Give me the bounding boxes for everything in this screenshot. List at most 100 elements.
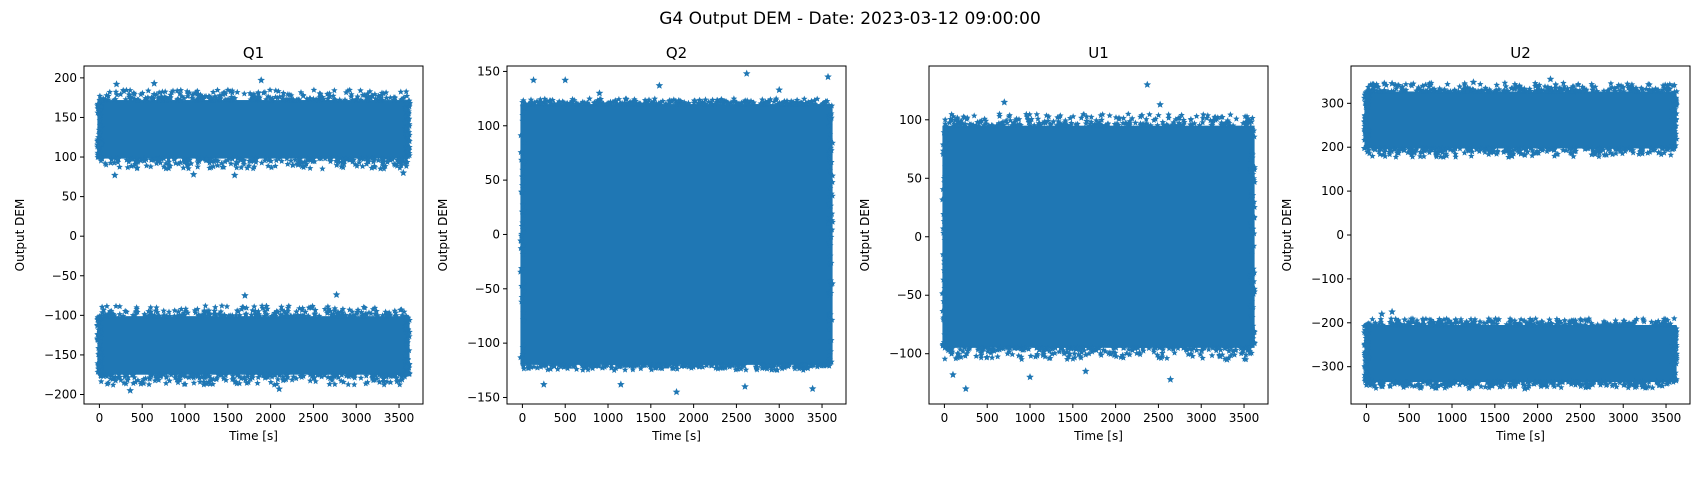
point: [639, 361, 646, 368]
point: [1193, 346, 1201, 353]
point: [1550, 146, 1558, 153]
point: [1373, 87, 1381, 94]
point: [651, 95, 658, 102]
point: [1490, 145, 1497, 152]
point: [315, 312, 323, 319]
point: [1539, 146, 1546, 153]
point: [157, 159, 164, 166]
point: [1578, 317, 1585, 324]
point: [1033, 344, 1040, 351]
point: [332, 290, 341, 298]
point: [714, 365, 722, 372]
point: [364, 379, 371, 386]
point: [971, 112, 978, 119]
point: [1469, 86, 1476, 93]
point: [1639, 383, 1646, 390]
point: [94, 102, 101, 109]
point: [353, 162, 361, 169]
point: [189, 91, 196, 98]
point: [1419, 145, 1426, 152]
point: [1672, 100, 1680, 107]
point: [358, 308, 365, 315]
point: [169, 87, 177, 94]
point: [1461, 80, 1468, 87]
point: [948, 116, 955, 123]
point: [1654, 321, 1661, 328]
point: [631, 100, 638, 107]
point: [378, 372, 385, 379]
point: [212, 303, 219, 311]
point: [826, 114, 833, 121]
point: [681, 361, 689, 368]
point: [1054, 114, 1061, 121]
x-tick-label: 2500: [1143, 411, 1174, 425]
point: [351, 381, 358, 388]
point: [404, 133, 411, 140]
point: [1249, 154, 1256, 161]
point: [384, 155, 391, 162]
point: [1579, 381, 1587, 388]
point: [978, 348, 986, 355]
series-band-q2-0: [517, 95, 836, 374]
point: [717, 361, 724, 368]
point: [1362, 115, 1369, 122]
point: [957, 353, 965, 360]
point: [1672, 122, 1680, 129]
point: [742, 366, 750, 373]
point: [1425, 83, 1433, 90]
point: [1145, 344, 1153, 352]
point: [349, 312, 356, 319]
point: [943, 129, 950, 136]
point: [116, 163, 123, 170]
point: [155, 371, 162, 378]
point: [1660, 149, 1668, 156]
point: [1371, 382, 1379, 389]
point: [238, 164, 245, 171]
point: [382, 371, 390, 378]
point: [1469, 382, 1476, 390]
point: [1581, 145, 1589, 152]
point: [405, 136, 412, 144]
point: [1554, 321, 1562, 328]
point: [1490, 319, 1497, 326]
point: [1664, 85, 1671, 92]
point: [941, 261, 948, 268]
point: [190, 374, 197, 381]
point: [1251, 285, 1258, 292]
point: [1388, 307, 1396, 316]
point: [1447, 88, 1454, 95]
point: [382, 308, 389, 315]
point: [1033, 111, 1041, 118]
point: [939, 150, 947, 157]
point: [107, 159, 114, 166]
point: [1661, 85, 1668, 92]
point: [1669, 333, 1677, 340]
point: [1361, 322, 1368, 329]
point: [612, 97, 619, 104]
point: [377, 94, 384, 101]
point: [826, 217, 833, 224]
point: [1404, 318, 1412, 325]
point: [1670, 345, 1678, 353]
point: [648, 99, 655, 106]
point: [757, 361, 765, 368]
point: [266, 155, 273, 162]
point: [1365, 83, 1372, 90]
point: [218, 302, 226, 309]
point: [1442, 380, 1449, 387]
point: [150, 91, 158, 98]
point: [1572, 381, 1579, 388]
point: [131, 374, 138, 381]
point: [1112, 344, 1120, 351]
point: [1589, 146, 1596, 153]
point: [688, 364, 695, 371]
point: [1086, 122, 1093, 129]
point: [1031, 121, 1038, 129]
point: [1136, 351, 1144, 358]
point: [155, 376, 162, 383]
point: [147, 163, 154, 170]
point: [1620, 84, 1627, 91]
point: [1502, 88, 1510, 95]
point: [570, 362, 577, 369]
point: [828, 110, 835, 117]
